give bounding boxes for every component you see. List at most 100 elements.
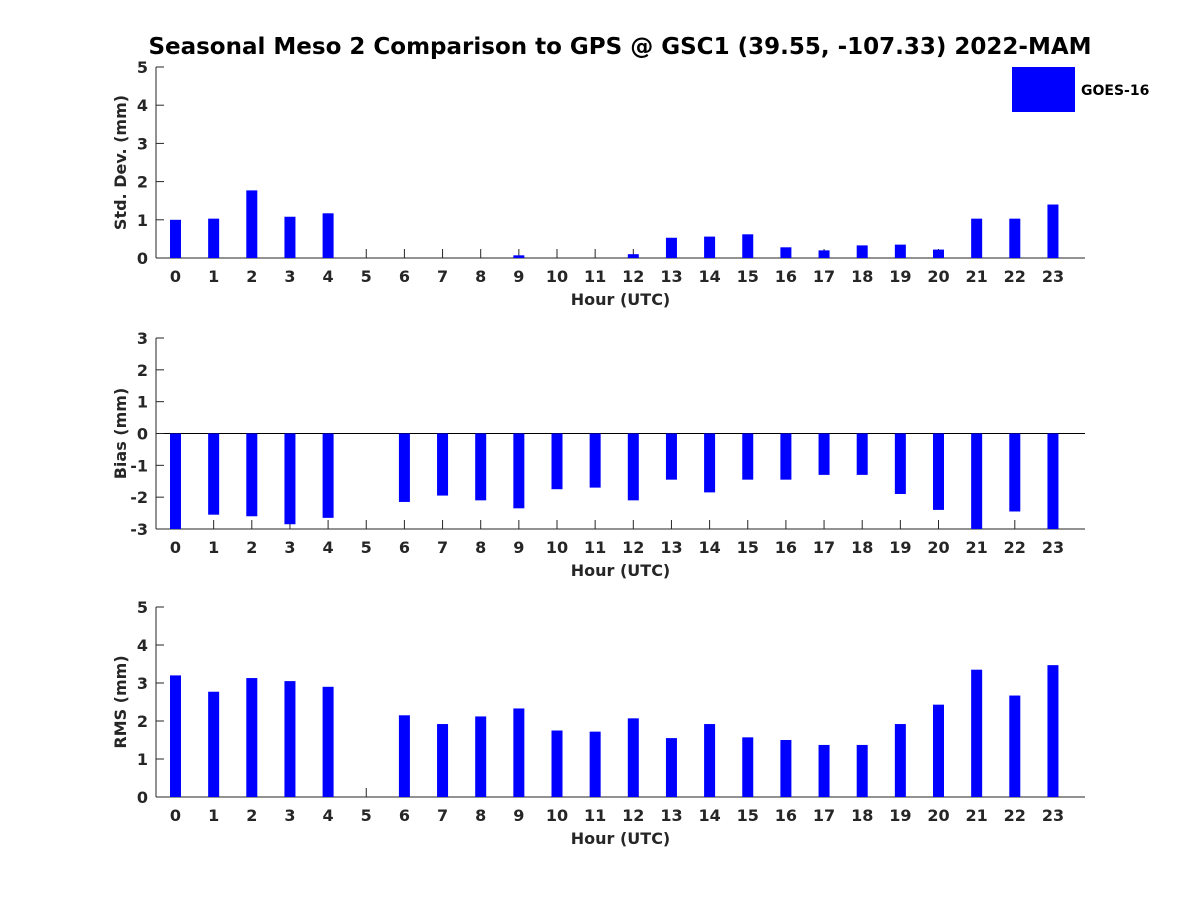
bias-bar xyxy=(284,433,296,525)
std-dev-y-axis-label: Std. Dev. (mm) xyxy=(111,95,130,230)
std-dev-bar xyxy=(513,255,525,258)
rms-y-tick-label: 5 xyxy=(137,598,148,617)
std-dev-y-tick-label: 2 xyxy=(137,173,148,192)
std-dev-x-tick-label: 21 xyxy=(966,267,988,286)
bias-bar xyxy=(398,433,410,502)
std-dev-bar xyxy=(971,218,983,258)
std-dev-bar xyxy=(1009,218,1021,258)
rms-bar xyxy=(742,737,754,797)
bias-y-tick-label: -1 xyxy=(130,456,148,475)
rms-x-tick-label: 20 xyxy=(927,806,949,825)
rms-bar xyxy=(437,724,449,797)
rms-bar xyxy=(284,681,296,797)
rms-bar xyxy=(856,744,868,797)
bias-x-tick-label: 19 xyxy=(889,538,911,557)
bias-x-tick-label: 11 xyxy=(584,538,606,557)
bias-x-tick-label: 3 xyxy=(284,538,295,557)
bias-x-tick-label: 9 xyxy=(513,538,524,557)
rms-x-tick-label: 7 xyxy=(437,806,448,825)
rms-x-tick-label: 11 xyxy=(584,806,606,825)
rms-x-tick-label: 14 xyxy=(698,806,720,825)
bias-bar xyxy=(894,433,906,494)
std-dev-bar xyxy=(170,219,181,258)
std-dev-x-tick-label: 13 xyxy=(660,267,682,286)
std-dev-x-tick-label: 20 xyxy=(927,267,949,286)
rms-x-tick-label: 4 xyxy=(323,806,334,825)
rms-x-tick-label: 8 xyxy=(475,806,486,825)
rms-bar xyxy=(971,669,983,797)
bias-x-tick-label: 17 xyxy=(813,538,835,557)
bias-x-tick-label: 18 xyxy=(851,538,873,557)
std-dev-bar xyxy=(246,190,258,258)
std-dev-bar xyxy=(894,244,906,258)
std-dev-bar xyxy=(933,249,944,258)
rms-x-tick-label: 1 xyxy=(208,806,219,825)
bias-bar xyxy=(475,433,487,501)
rms-bar xyxy=(475,716,487,797)
bias-x-tick-label: 23 xyxy=(1042,538,1064,557)
std-dev-x-tick-label: 3 xyxy=(284,267,295,286)
rms-x-tick-label: 15 xyxy=(737,806,759,825)
bias-bar xyxy=(1047,433,1059,529)
bias-x-tick-label: 21 xyxy=(966,538,988,557)
std-dev-x-tick-label: 2 xyxy=(246,267,257,286)
rms-x-tick-label: 3 xyxy=(284,806,295,825)
rms-bar xyxy=(780,740,792,797)
rms-x-tick-label: 18 xyxy=(851,806,873,825)
std-dev-x-tick-label: 23 xyxy=(1042,267,1064,286)
std-dev-x-tick-label: 11 xyxy=(584,267,606,286)
rms-x-tick-label: 5 xyxy=(361,806,372,825)
bias-x-tick-label: 12 xyxy=(622,538,644,557)
std-dev-x-tick-label: 22 xyxy=(1004,267,1026,286)
bias-bar xyxy=(208,433,220,515)
std-dev-x-tick-label: 9 xyxy=(513,267,524,286)
rms-bar xyxy=(704,724,716,797)
rms-bar xyxy=(170,675,181,797)
rms-bar xyxy=(1047,665,1059,797)
bias-x-tick-label: 1 xyxy=(208,538,219,557)
std-dev-x-tick-label: 1 xyxy=(208,267,219,286)
std-dev-bar xyxy=(742,234,754,258)
bias-x-tick-label: 13 xyxy=(660,538,682,557)
rms-y-tick-label: 0 xyxy=(137,788,148,807)
std-dev-x-tick-label: 5 xyxy=(361,267,372,286)
rms-x-axis-label: Hour (UTC) xyxy=(571,829,671,848)
std-dev-bar xyxy=(665,237,677,258)
rms-bar xyxy=(627,718,639,797)
bias-bar xyxy=(551,433,563,490)
std-dev-x-tick-label: 0 xyxy=(170,267,181,286)
bias-y-tick-label: 2 xyxy=(137,361,148,380)
bias-x-axis-label: Hour (UTC) xyxy=(571,561,671,580)
rms-bar xyxy=(933,704,944,797)
bias-y-axis-label: Bias (mm) xyxy=(111,388,130,480)
rms-y-tick-label: 4 xyxy=(137,636,148,655)
bias-bar xyxy=(856,433,868,475)
rms-x-tick-label: 2 xyxy=(246,806,257,825)
bias-bar xyxy=(780,433,792,480)
bias-y-tick-label: -2 xyxy=(130,488,148,507)
rms-bar xyxy=(551,730,563,797)
bias-x-tick-label: 22 xyxy=(1004,538,1026,557)
bias-x-tick-label: 6 xyxy=(399,538,410,557)
rms-y-tick-label: 3 xyxy=(137,674,148,693)
bias-bar xyxy=(627,433,639,501)
std-dev-x-tick-label: 16 xyxy=(775,267,797,286)
rms-x-tick-label: 17 xyxy=(813,806,835,825)
bias-x-tick-label: 16 xyxy=(775,538,797,557)
rms-bar xyxy=(894,724,906,797)
std-dev-y-tick-label: 4 xyxy=(137,96,148,115)
std-dev-x-tick-label: 14 xyxy=(698,267,720,286)
rms-x-tick-label: 12 xyxy=(622,806,644,825)
bias-bar xyxy=(437,433,449,496)
std-dev-bar xyxy=(208,218,220,258)
std-dev-x-tick-label: 7 xyxy=(437,267,448,286)
bias-y-tick-label: 3 xyxy=(137,329,148,348)
std-dev-y-tick-label: 0 xyxy=(137,249,148,268)
bias-bar xyxy=(933,433,944,510)
bias-x-tick-label: 7 xyxy=(437,538,448,557)
std-dev-x-tick-label: 18 xyxy=(851,267,873,286)
std-dev-bar xyxy=(856,245,868,258)
